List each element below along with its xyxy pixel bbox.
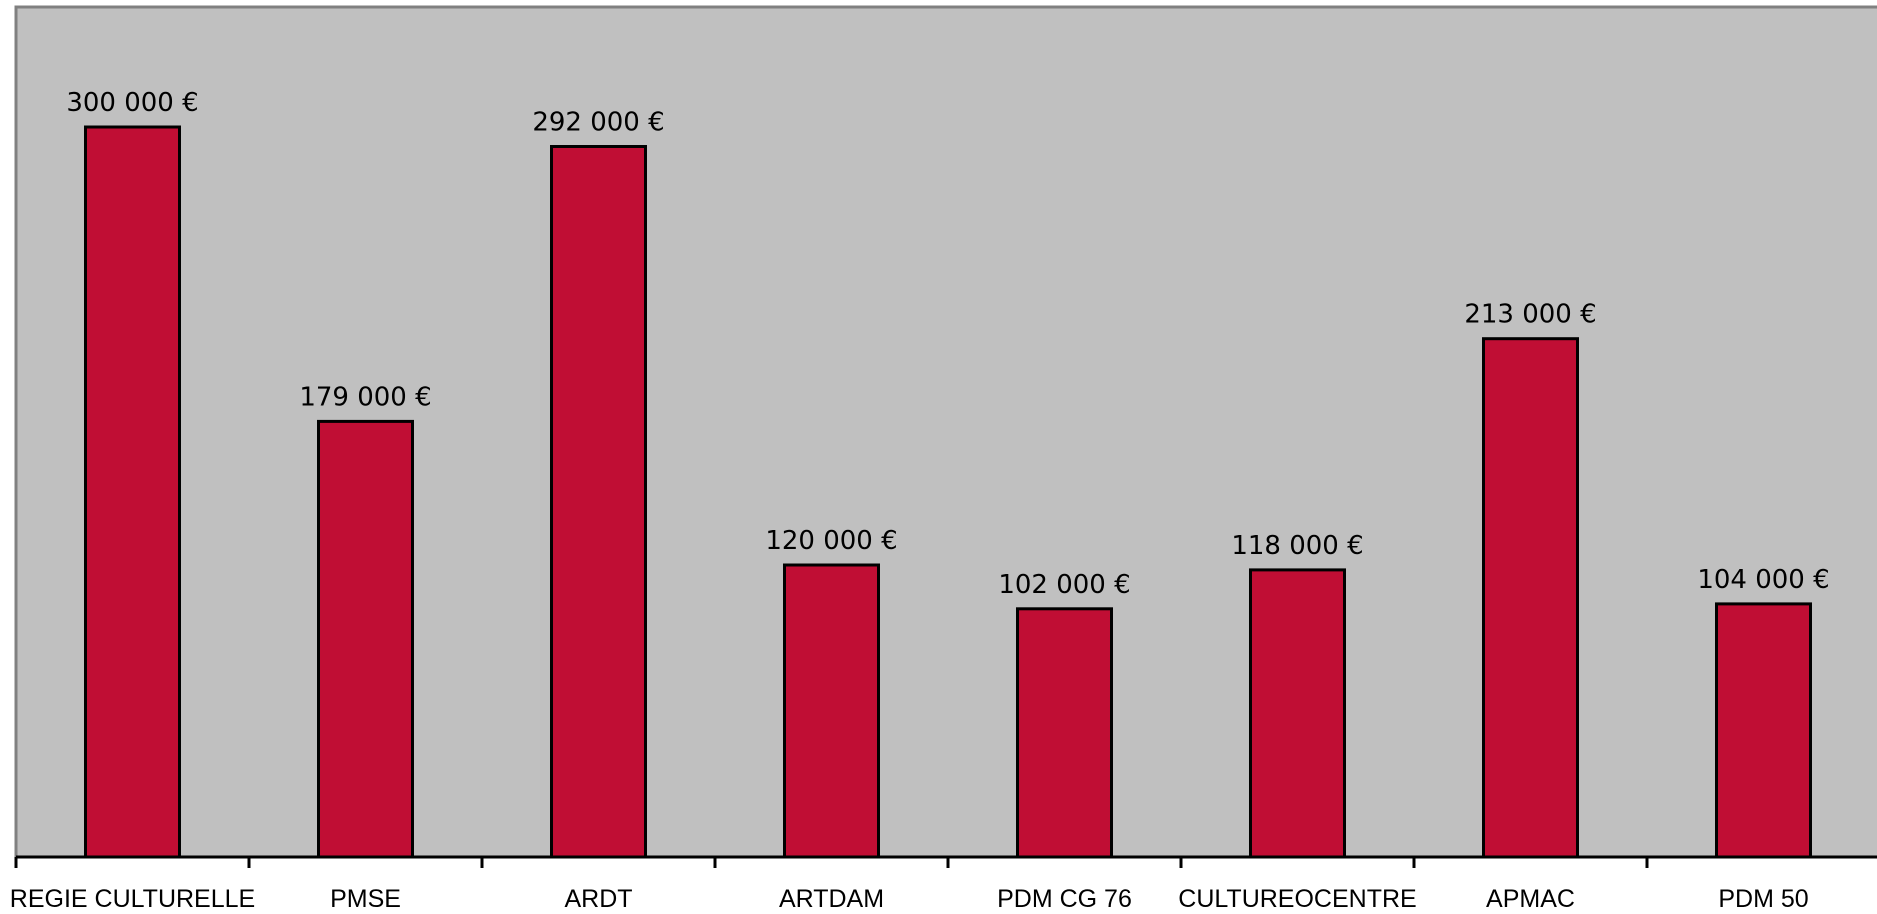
plot-area xyxy=(14,5,1877,859)
data-labels-layer: 300 000 € 179 000 € 292 000 € 120 000 € 102 … xyxy=(66,88,1829,600)
bar xyxy=(783,563,880,859)
category-labels-layer: REGIE CULTURELLE PMSE ARDT ARTDAM PDM CG 76 C… xyxy=(10,885,1809,913)
bar xyxy=(1249,568,1346,859)
category-label: PMSE xyxy=(330,885,401,913)
data-label: 300 000 € xyxy=(66,88,198,118)
category-label: PDM 50 xyxy=(1718,885,1808,913)
bar xyxy=(1482,337,1579,859)
x-ticks-layer xyxy=(14,857,1649,868)
category-label: PDM CG 76 xyxy=(997,885,1132,913)
data-label: 118 000 € xyxy=(1231,531,1363,561)
category-label: CULTUREOCENTRE xyxy=(1178,885,1416,913)
bar xyxy=(84,125,181,859)
bar xyxy=(317,419,414,859)
bars-layer xyxy=(84,125,1812,859)
data-label: 102 000 € xyxy=(998,570,1130,600)
data-label: 120 000 € xyxy=(765,526,897,556)
bar xyxy=(1016,607,1113,859)
category-label: APMAC xyxy=(1486,885,1575,913)
category-label: REGIE CULTURELLE xyxy=(10,885,255,913)
data-label: 292 000 € xyxy=(532,108,664,138)
category-label: ARTDAM xyxy=(779,885,884,913)
bar xyxy=(550,145,647,859)
data-label: 104 000 € xyxy=(1697,565,1829,595)
data-label: 179 000 € xyxy=(299,382,431,412)
data-label: 213 000 € xyxy=(1464,300,1596,330)
bar xyxy=(1715,602,1812,859)
category-label: ARDT xyxy=(564,885,632,913)
